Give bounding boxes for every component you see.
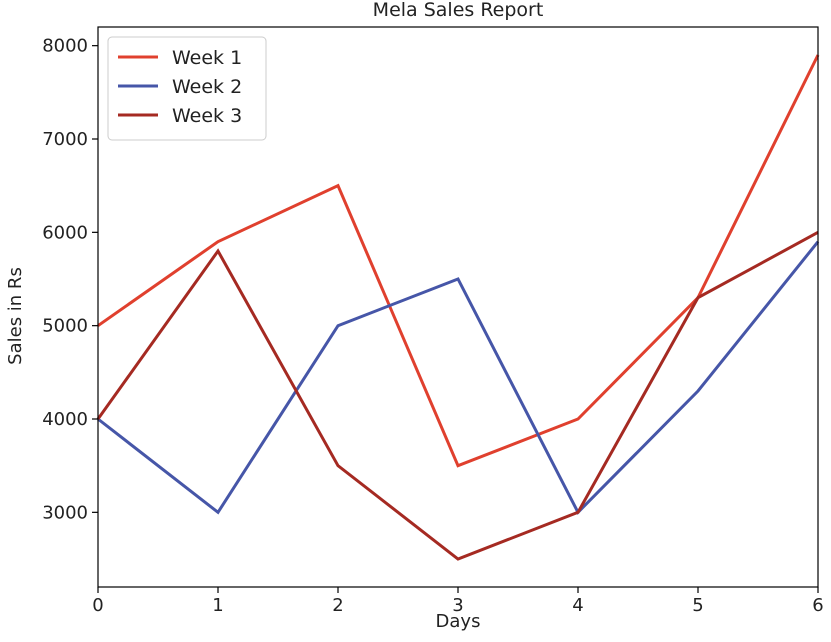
series-line-week-2 — [97, 240, 820, 515]
y-tick-label: 3000 — [42, 502, 88, 523]
x-tick-label: 4 — [572, 595, 583, 616]
x-tick-label: 3 — [452, 595, 463, 616]
legend-label-week-2: Week 2 — [172, 76, 242, 98]
y-axis-label: Sales in Rs — [5, 267, 26, 365]
y-tick-label: 4000 — [42, 409, 88, 430]
x-tick-label: 2 — [332, 595, 343, 616]
legend-label-week-3: Week 3 — [172, 105, 242, 127]
x-tick-label: 0 — [92, 595, 103, 616]
x-tick-label: 5 — [692, 595, 703, 616]
y-tick-label: 8000 — [42, 36, 88, 57]
x-tick-label: 1 — [212, 595, 223, 616]
y-tick-label: 6000 — [42, 222, 88, 243]
y-tick-label: 7000 — [42, 129, 88, 150]
chart-title: Mela Sales Report — [373, 0, 544, 21]
plot-area: 0 1 2 3 4 5 6 3000 4000 5000 6000 7000 8000 — [42, 26, 824, 616]
x-tick-label: 6 — [812, 595, 823, 616]
legend: Week 1 Week 2 Week 3 — [107, 36, 267, 141]
y-tick-label: 5000 — [42, 316, 88, 337]
series-line-week-3 — [96, 231, 819, 561]
x-axis-label: Days — [436, 611, 481, 632]
legend-label-week-1: Week 1 — [172, 47, 242, 69]
